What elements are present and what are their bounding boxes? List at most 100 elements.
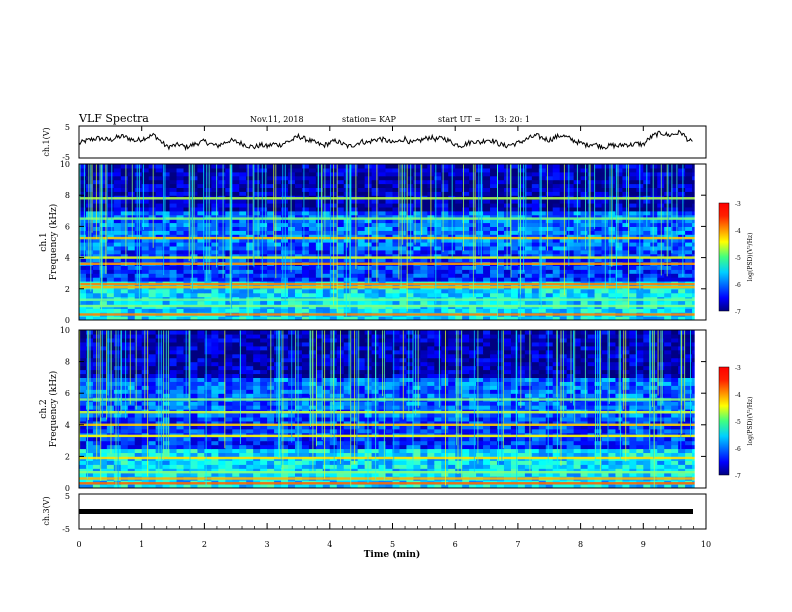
ch1-colorbar-gradient [718,202,730,312]
spectrogram-cell [281,472,289,477]
spectrogram-cell [79,183,87,188]
spectrogram-cell [169,183,178,188]
spectrogram-cell [183,484,192,488]
spectrogram-cell [197,468,205,473]
spectrogram-cell [148,253,157,259]
spectrogram-cell [420,273,428,278]
spectrogram-cell [657,288,665,294]
spectrogram-cell [643,242,651,247]
spectrogram-cell [510,452,519,457]
spectrogram-cell [239,300,247,305]
spectrogram-cell [392,218,401,224]
spectrogram-cell [225,203,233,208]
spectrogram-spike [517,164,519,233]
freq-tick-label: 4 [65,254,70,263]
spectrogram-cell [378,167,387,173]
spectrogram-spike [83,164,85,259]
spectrogram-spike [345,164,347,317]
spectrogram-cell [267,444,275,450]
spectrogram-spike [442,164,444,252]
spectrogram-cell [127,308,136,313]
spectrogram-cell [490,277,498,282]
spectrogram-cell [79,226,87,231]
spectrogram-cell [490,440,498,446]
spectrogram-cell [434,269,442,274]
spectrogram-cell [427,468,435,473]
spectrogram-cell [322,187,331,192]
spectrogram-cell [531,273,540,278]
spectrogram-cell [678,253,686,259]
spectrogram-band [79,298,706,301]
spectrogram-spike [138,164,140,301]
spectrogram-spike [667,164,669,257]
spectrogram-cell [615,484,623,488]
spectrogram-cell [608,288,617,294]
spectrogram-cell [141,257,150,263]
spectrogram-spike [91,164,93,233]
spectrogram-cell [510,214,519,220]
spectrogram-cell [246,308,254,313]
spectrogram-cell [357,444,366,450]
spectrogram-cell [399,464,408,469]
spectrogram-cell [517,238,526,243]
spectrogram-cell [441,234,449,239]
spectrogram-cell [106,206,115,212]
spectrogram-cell [113,265,122,270]
spectrogram-cell [232,440,240,446]
spectrogram-cell [120,183,129,188]
spectrogram-cell [211,234,219,239]
spectrogram-cell [378,171,387,177]
spectrogram-cell [420,277,428,282]
spectrogram-cell [566,187,575,192]
spectrogram-cell [678,448,686,454]
spectrogram-cell [85,464,94,469]
spectrogram-cell [322,210,331,216]
spectrogram-cell [378,257,387,263]
spectrogram-cell [587,269,596,274]
spectrogram-cell [120,440,129,446]
spectrogram-cell [113,206,122,212]
spectrogram-cell [615,218,623,224]
spectrogram-cell [315,164,324,169]
spectrogram-cell [176,175,185,181]
spectrogram-cell [85,230,94,235]
spectrogram-cell [650,245,658,251]
spectrogram-cell [399,444,408,450]
spectrogram-spike [421,164,423,235]
spectrogram-cell [127,452,136,457]
spectrogram-cell [636,436,644,442]
spectrogram-cell [232,269,240,274]
spectrogram-cell [218,167,226,173]
spectrogram-cell [211,206,219,212]
spectrogram-cell [183,222,192,227]
spectrogram-cell [85,468,94,473]
spectrogram-cell [434,230,442,235]
spectrogram-cell [127,269,136,274]
spectrogram-cell [378,214,387,220]
spectrogram-cell [274,253,282,259]
spectrogram-cell [357,452,366,457]
spectrogram-cell [260,452,268,457]
spectrogram-cell [288,300,296,305]
spectrogram-cell [308,249,317,255]
spectrogram-cell [99,218,108,224]
spectrogram-cell [190,464,199,469]
spectrogram-cell [288,230,296,235]
spectrogram-cell [462,183,470,188]
spectrogram-cell [79,210,87,216]
spectrogram-cell [685,300,693,305]
spectrogram-cell [622,226,630,231]
spectrogram-cell [350,191,359,196]
spectrogram-cell [155,277,164,282]
spectrogram-cell [524,242,533,247]
spectrogram-cell [490,226,498,231]
spectrogram-cell [399,171,408,177]
spectrogram-cell [253,175,261,181]
spectrogram-cell [671,242,679,247]
spectrogram-cell [413,273,421,278]
spectrogram-cell [169,234,178,239]
spectrogram-empty-tail [694,164,706,320]
spectrogram-cell [664,468,672,473]
spectrogram-cell [274,472,282,477]
spectrogram-cell [141,179,150,185]
